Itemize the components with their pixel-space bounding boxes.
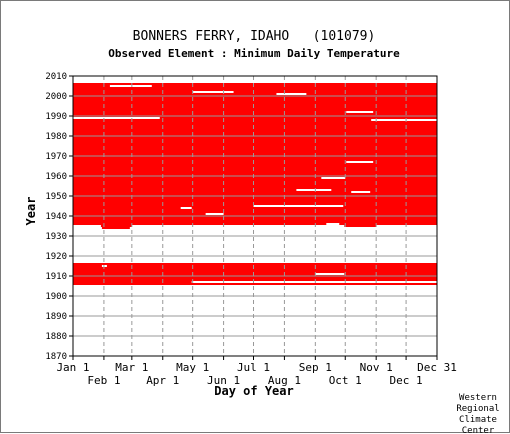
data-layer <box>73 83 437 285</box>
x-tick-label: Sep 1 <box>299 361 332 374</box>
x-tick-label: Dec 1 <box>390 374 423 387</box>
missing-gap-7 <box>321 177 346 179</box>
missing-gap-12 <box>205 213 224 215</box>
x-tick-label: Jul 1 <box>237 361 270 374</box>
x-tick-label: Jan 1 <box>56 361 89 374</box>
missing-gap-18 <box>315 273 345 275</box>
plot-border <box>72 75 438 357</box>
missing-gap-15 <box>131 225 345 227</box>
y-axis-label: Year <box>24 197 38 226</box>
x-tick-label: Aug 1 <box>268 374 301 387</box>
y-tick-label-1890: 1890 <box>45 312 67 322</box>
credit-line-3: Climate <box>459 415 497 425</box>
missing-gap-5 <box>371 119 437 121</box>
y-tick-label-1930: 1930 <box>45 232 67 242</box>
x-tick-label: Oct 1 <box>329 374 362 387</box>
x-tick-label: May 1 <box>176 361 209 374</box>
x-axis-label: Day of Year <box>214 384 293 398</box>
missing-gap-10 <box>253 205 344 207</box>
missing-gap-11 <box>180 207 192 209</box>
data-mark-0 <box>101 227 130 229</box>
missing-gap-3 <box>346 111 374 113</box>
missing-gap-13 <box>326 223 340 225</box>
y-tick-label-2010: 2010 <box>45 72 67 82</box>
credit-line-4: Center <box>462 426 495 434</box>
y-tick-label-1900: 1900 <box>45 292 67 302</box>
missing-gap-0 <box>109 85 152 87</box>
y-tick-label-1970: 1970 <box>45 152 67 162</box>
missing-gap-2 <box>276 93 307 95</box>
credit-line-2: Regional <box>456 404 499 414</box>
y-tick-label-1980: 1980 <box>45 132 67 142</box>
missing-gap-9 <box>351 191 371 193</box>
missing-gap-19 <box>191 281 437 283</box>
chart-title: BONNERS FERRY, IDAHO (101079) <box>133 29 376 44</box>
x-tick-label: Apr 1 <box>146 374 179 387</box>
missing-gap-8 <box>296 189 332 191</box>
x-tick-label: Dec 31 <box>417 361 457 374</box>
y-tick-label-1960: 1960 <box>45 172 67 182</box>
y-tick-label-1940: 1940 <box>45 212 67 222</box>
y-tick-labels: 1870 1880 1890 1900 1910 1920 1930 1940 1950 1960… <box>45 72 67 362</box>
x-tick-labels: Jan 1 Mar 1 May 1 Jul 1 Sep 1 Nov 1 Dec 31 Feb … <box>56 361 456 387</box>
credit-text: Western Regional Climate Center <box>456 393 499 434</box>
credit-line-1: Western <box>459 393 497 403</box>
y-tick-label-1950: 1950 <box>45 192 67 202</box>
x-tick-label: Mar 1 <box>115 361 148 374</box>
x-tick-label: Feb 1 <box>87 374 120 387</box>
y-tick-label-1870: 1870 <box>45 352 67 362</box>
y-tick-label-2000: 2000 <box>45 92 67 102</box>
missing-gap-4 <box>73 117 160 119</box>
data-block-1 <box>73 263 437 285</box>
y-tick-label-1910: 1910 <box>45 272 67 282</box>
y-tick-label-1990: 1990 <box>45 112 67 122</box>
missing-gap-14 <box>73 225 101 227</box>
x-tick-label: Jun 1 <box>207 374 240 387</box>
x-tick-label: Nov 1 <box>360 361 393 374</box>
chart-subtitle: Observed Element : Minimum Daily Tempera… <box>108 47 400 60</box>
grid-layer <box>69 75 438 360</box>
missing-gap-6 <box>346 161 374 163</box>
y-tick-label-1920: 1920 <box>45 252 67 262</box>
y-tick-label-1880: 1880 <box>45 332 67 342</box>
missing-gap-1 <box>192 91 234 93</box>
